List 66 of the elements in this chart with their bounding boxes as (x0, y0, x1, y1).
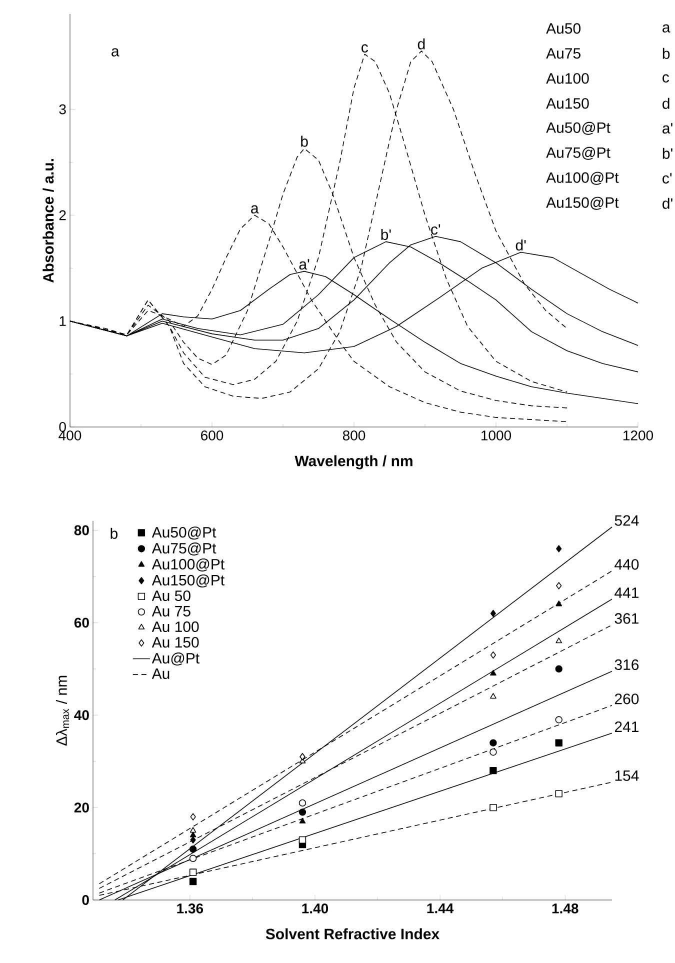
annotation: a (112, 48, 120, 56)
text: 241 (614, 721, 638, 732)
annotation: Au50@Pt (546, 122, 610, 135)
legend-label: Au100@Pt (152, 558, 224, 572)
legend-label: Au 150 (152, 636, 199, 648)
y-tick-label: 60 (74, 618, 89, 628)
text: b (662, 48, 670, 59)
text: d' (662, 198, 672, 209)
y-tick-label: 20 (74, 802, 89, 813)
x-tick-label: 1000 (481, 430, 512, 440)
y-tick-label: 0 (59, 422, 66, 432)
annotation: Au75@Pt (546, 146, 610, 160)
annotation: Au100 (546, 73, 589, 84)
series-label: b' (381, 228, 391, 240)
x-axis-title: Wavelength / nm (294, 455, 412, 470)
legend-label: Au150@Pt (152, 574, 224, 588)
legend-label: Au 50 (152, 590, 190, 602)
series-label: c' (431, 224, 440, 235)
legend-label: Au@Pt (152, 652, 200, 666)
text: b' (662, 148, 672, 159)
series-label: b (301, 136, 308, 147)
text: 260 (614, 694, 639, 704)
series-label: d (418, 38, 425, 50)
legend-label: Au 75 (152, 606, 190, 616)
y-tick-label: 40 (74, 710, 89, 720)
x-tick-label: 1200 (623, 430, 654, 440)
y-tick-label: 3 (59, 104, 66, 114)
text: 441 (614, 588, 638, 598)
series-label: d' (516, 240, 526, 251)
legend-label: Au50@Pt (152, 526, 216, 540)
y-tick-label: 0 (82, 895, 89, 905)
x-tick-label: 1.44 (427, 904, 454, 914)
annotation: Au150 (546, 98, 589, 109)
annotation: Au150@Pt (546, 196, 619, 210)
text: 524 (614, 515, 639, 526)
text: a (662, 24, 670, 33)
y-axis-title: Absorbance / a.u. (42, 159, 54, 283)
x-tick-label: 800 (342, 430, 366, 440)
annotation: Au50 (546, 23, 580, 34)
series-label: a (251, 205, 259, 214)
series-label: a' (299, 259, 310, 270)
y-tick-label: 1 (60, 316, 66, 326)
legend-label: Au (152, 668, 170, 679)
x-axis-title: Solvent Refractive Index (266, 928, 440, 940)
text: c' (662, 173, 672, 184)
x-tick-label: 1.40 (302, 904, 328, 914)
x-tick-label: 1.36 (177, 904, 204, 914)
text: c (662, 74, 670, 83)
legend-label: Au75@Pt (152, 542, 216, 556)
annotation: Au100@Pt (546, 172, 619, 185)
x-tick-label: 600 (201, 430, 224, 440)
series-label: c (362, 44, 368, 53)
text: 361 (614, 613, 638, 624)
y-axis-title: Δλ$_{max}$ / nm (56, 676, 70, 746)
annotation: Au75 (546, 48, 580, 59)
text: d (662, 98, 670, 109)
text: a' (662, 123, 672, 134)
y-tick-label: 80 (74, 525, 89, 536)
x-tick-label: 1.48 (552, 904, 578, 914)
y-tick-label: 2 (59, 210, 66, 220)
x-tick-label: 400 (58, 430, 82, 440)
text: 440 (614, 559, 639, 570)
text: 154 (615, 770, 639, 781)
text: 316 (614, 659, 639, 670)
legend-label: Au 100 (152, 621, 199, 632)
annotation: b (110, 528, 118, 539)
